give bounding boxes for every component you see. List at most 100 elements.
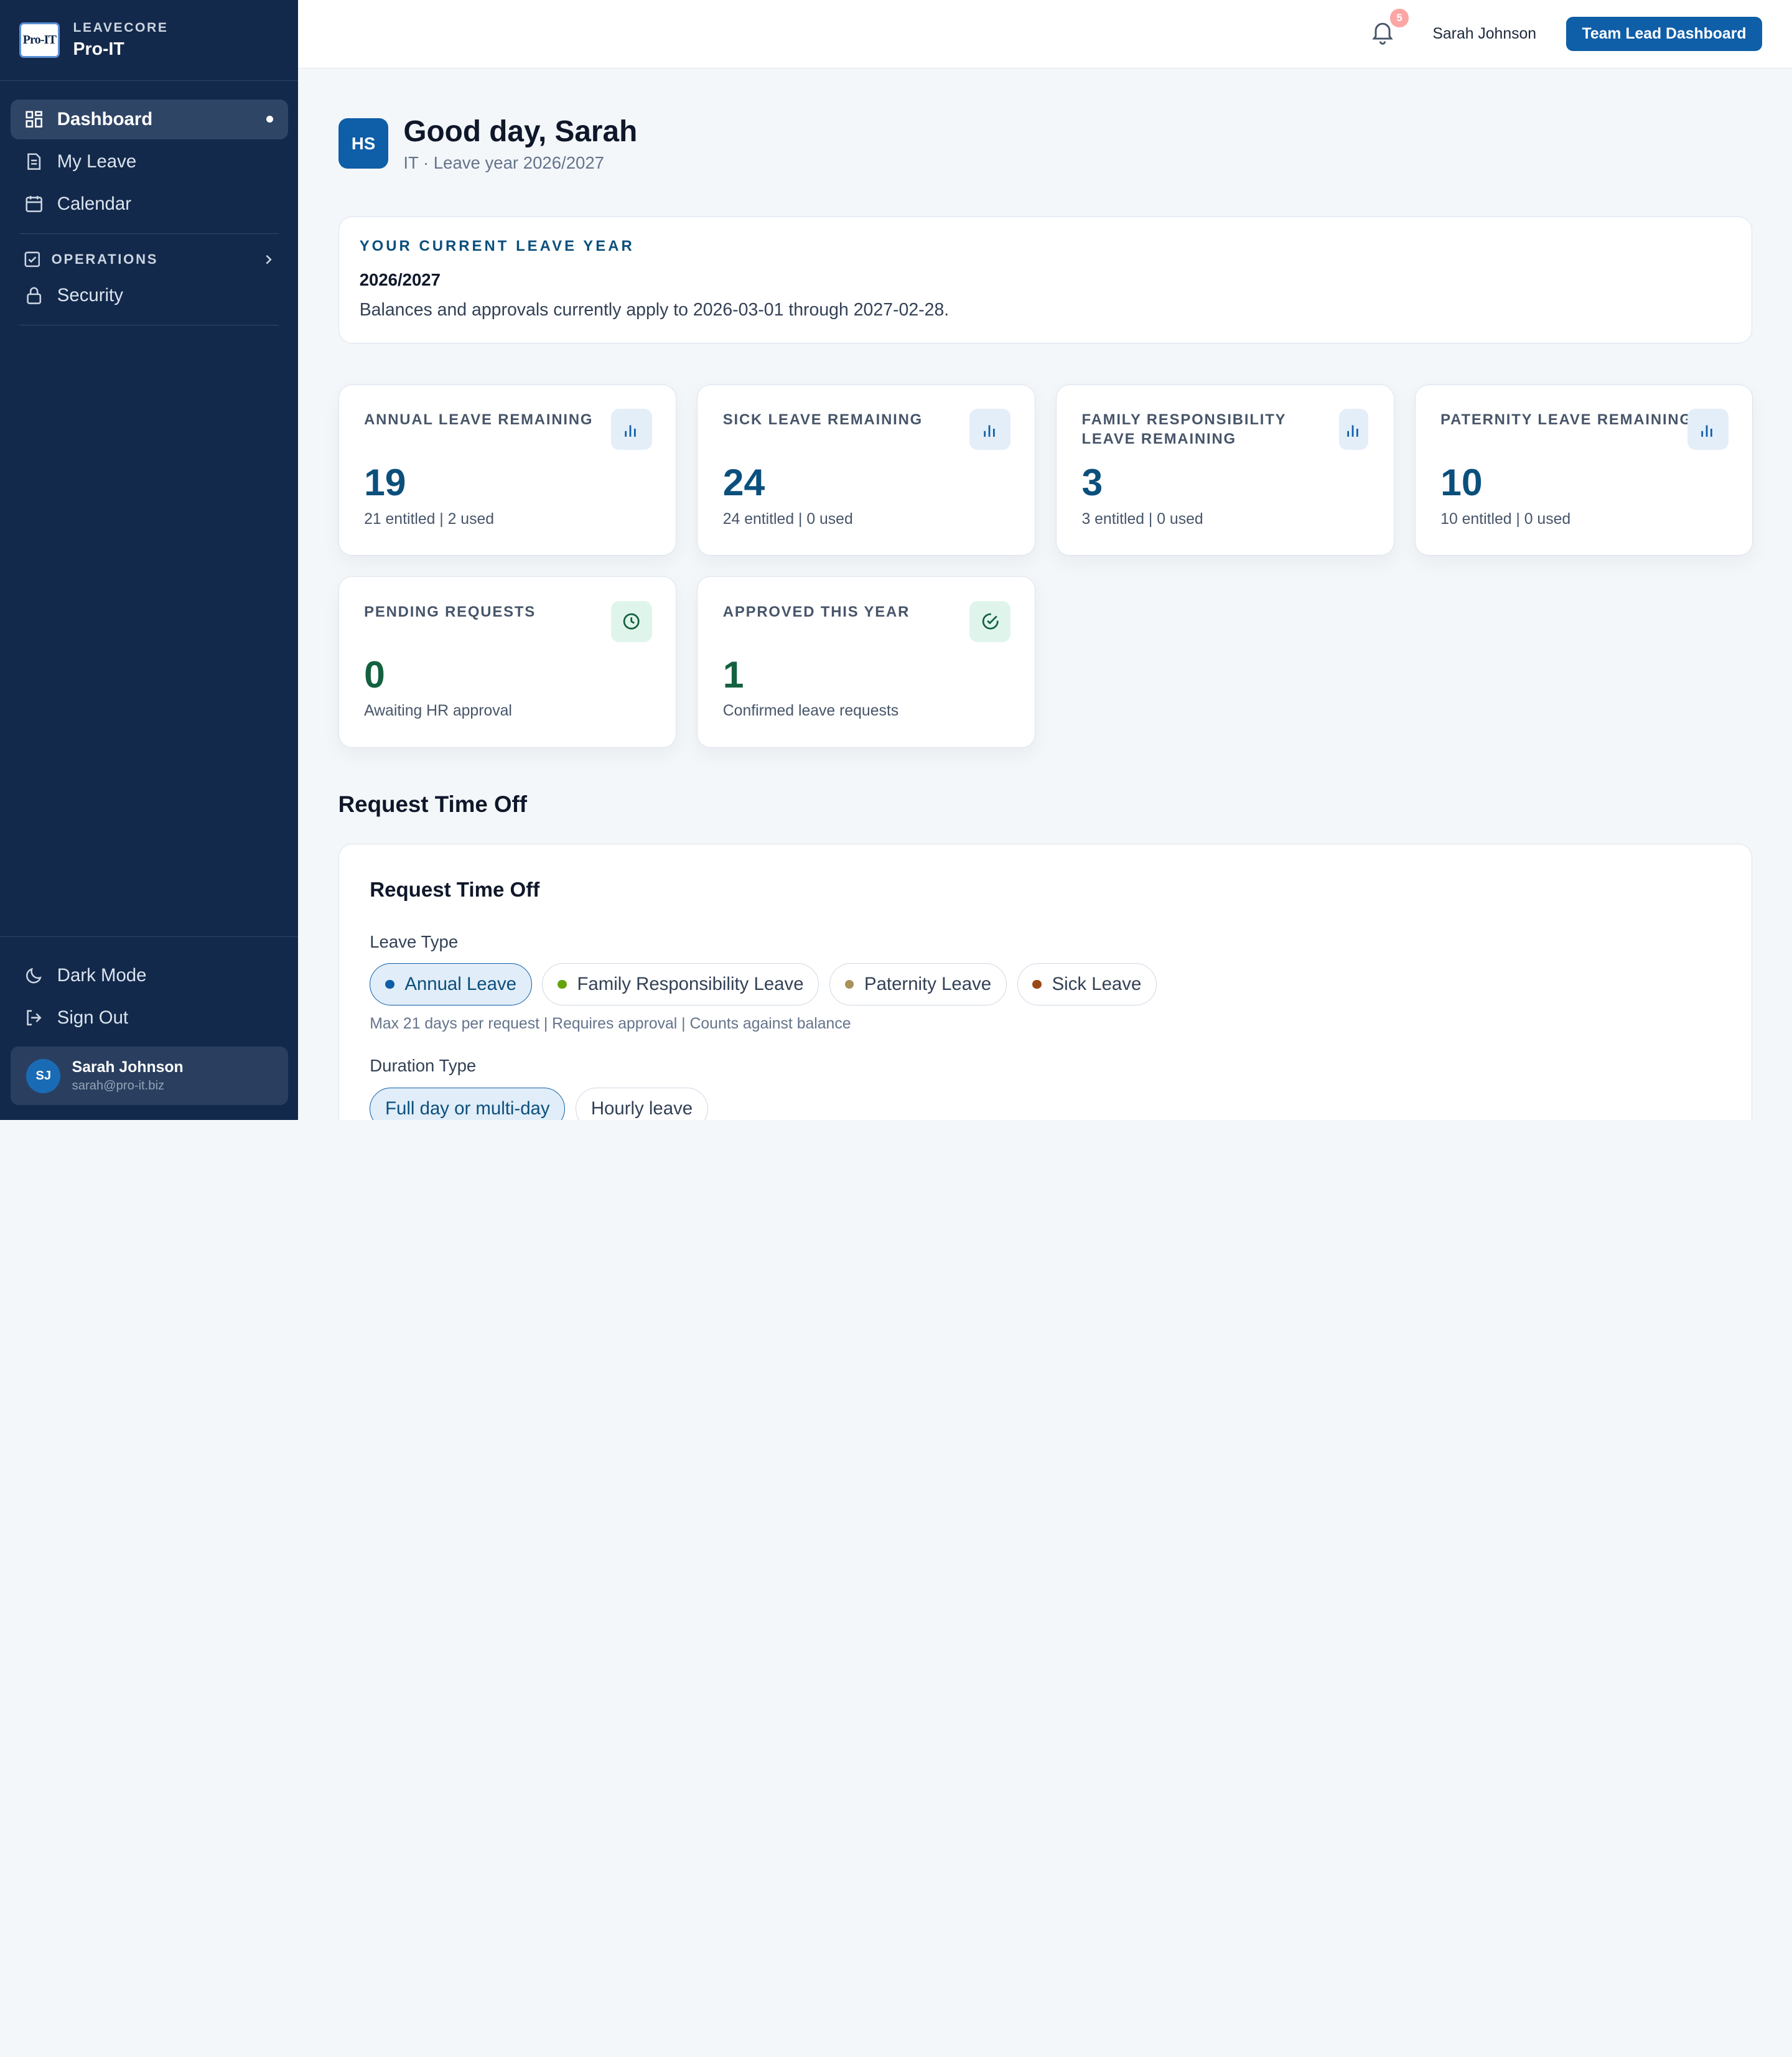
stat-value: 3 bbox=[1081, 460, 1103, 503]
sidebar-footer: Dark Mode Sign Out SJ Sarah Johnson sara… bbox=[0, 936, 299, 1120]
user-email: sarah@pro-it.biz bbox=[72, 1078, 165, 1093]
clock-icon bbox=[610, 600, 652, 642]
color-dot bbox=[558, 979, 567, 989]
page-subtitle: IT · Leave year 2026/2027 bbox=[403, 152, 604, 172]
card-title: Request Time Off bbox=[370, 878, 540, 902]
leave-type-chip-family-responsibility[interactable]: Family Responsibility Leave bbox=[542, 963, 819, 1005]
leave-type-label: Leave Type bbox=[370, 931, 459, 951]
sign-out-label: Sign Out bbox=[57, 1007, 129, 1028]
stat-value: 0 bbox=[364, 653, 385, 696]
document-icon bbox=[24, 151, 45, 172]
stat-value: 1 bbox=[722, 653, 744, 696]
sidebar-section-operations[interactable]: OPERATIONS bbox=[11, 243, 288, 275]
duration-chip-full-day[interactable]: Full day or multi-day bbox=[370, 1087, 566, 1120]
main-area: 5 Sarah Johnson Team Lead Dashboard HS G… bbox=[298, 0, 1792, 1120]
duration-type-options: Full day or multi-day Hourly leave bbox=[370, 1087, 1720, 1120]
leave-type-chip-sick[interactable]: Sick Leave bbox=[1017, 963, 1157, 1005]
chip-label: Annual Leave bbox=[404, 973, 516, 994]
brand-logo: Pro-IT bbox=[19, 22, 60, 58]
stat-card-paternity: PATERNITY LEAVE REMAINING 10 10 entitled… bbox=[1414, 384, 1753, 556]
chevron-right-icon bbox=[263, 254, 274, 265]
stat-card-family-responsibility: FAMILY RESPONSIBILITY LEAVE REMAINING 3 … bbox=[1056, 384, 1394, 556]
stat-sub: Awaiting HR approval bbox=[364, 702, 512, 720]
leave-type-options: Annual Leave Family Responsibility Leave… bbox=[370, 963, 1720, 1005]
duration-chip-hourly[interactable]: Hourly leave bbox=[575, 1087, 708, 1120]
sidebar-item-my-leave[interactable]: My Leave bbox=[11, 142, 288, 182]
color-dot bbox=[1032, 979, 1042, 989]
sidebar-item-label: Calendar bbox=[57, 193, 132, 214]
chip-label: Family Responsibility Leave bbox=[577, 973, 804, 994]
stat-value: 10 bbox=[1440, 460, 1483, 503]
user-card[interactable]: SJ Sarah Johnson sarah@pro-it.biz bbox=[10, 1047, 288, 1106]
section-title: Request Time Off bbox=[338, 791, 527, 817]
sidebar-item-label: My Leave bbox=[57, 151, 137, 172]
stat-card-sick: SICK LEAVE REMAINING 24 24 entitled | 0 … bbox=[697, 384, 1036, 556]
stat-value: 19 bbox=[364, 460, 406, 503]
stat-sub: 3 entitled | 0 used bbox=[1081, 510, 1203, 528]
stat-label: FAMILY RESPONSIBILITY LEAVE REMAINING bbox=[1081, 411, 1286, 448]
stat-sub: 21 entitled | 2 used bbox=[364, 510, 495, 528]
leave-type-chip-annual[interactable]: Annual Leave bbox=[370, 963, 532, 1005]
bar-chart-icon bbox=[1687, 409, 1729, 450]
bar-chart-icon bbox=[1338, 409, 1369, 450]
stat-card-pending: PENDING REQUESTS 0 Awaiting HR approval bbox=[338, 576, 677, 748]
check-circle-icon bbox=[969, 600, 1011, 642]
calendar-icon bbox=[24, 194, 45, 214]
stats-grid: ANNUAL LEAVE REMAINING 19 21 entitled | … bbox=[338, 384, 1753, 748]
page-content: HS Good day, Sarah IT · Leave year 2026/… bbox=[298, 68, 1792, 1120]
dashboard-grid-icon bbox=[24, 109, 45, 129]
chip-label: Sick Leave bbox=[1052, 973, 1142, 994]
sidebar: Pro-IT LEAVECORE Pro-IT Dashboard My Lea… bbox=[0, 0, 299, 1120]
brand-name: Pro-IT bbox=[73, 39, 124, 59]
stat-label: SICK LEAVE REMAINING bbox=[722, 411, 923, 429]
user-name: Sarah Johnson bbox=[72, 1058, 184, 1076]
divider bbox=[19, 324, 279, 326]
leave-year-description: Balances and approvals currently apply t… bbox=[359, 300, 950, 320]
chip-label: Hourly leave bbox=[590, 1098, 693, 1119]
sign-out-icon bbox=[24, 1007, 45, 1028]
color-dot bbox=[385, 979, 394, 989]
sidebar-item-calendar[interactable]: Calendar bbox=[11, 184, 288, 224]
sidebar-item-security[interactable]: Security bbox=[11, 276, 288, 315]
sidebar-item-dashboard[interactable]: Dashboard bbox=[10, 99, 288, 140]
notifications-button[interactable]: 5 bbox=[1366, 9, 1409, 50]
divider bbox=[19, 233, 279, 235]
bar-chart-icon bbox=[610, 409, 652, 450]
avatar: SJ bbox=[26, 1058, 61, 1093]
app-root: Pro-IT LEAVECORE Pro-IT Dashboard My Lea… bbox=[0, 0, 1792, 1120]
bar-chart-icon bbox=[969, 409, 1011, 450]
greeting: HS Good day, Sarah IT · Leave year 2026/… bbox=[338, 114, 1752, 173]
sign-out-button[interactable]: Sign Out bbox=[11, 997, 288, 1037]
top-user-name[interactable]: Sarah Johnson bbox=[1432, 25, 1537, 42]
stat-sub: Confirmed leave requests bbox=[722, 702, 899, 720]
stat-label: ANNUAL LEAVE REMAINING bbox=[364, 411, 594, 429]
dark-mode-label: Dark Mode bbox=[57, 964, 147, 986]
brand-tagline: LEAVECORE bbox=[73, 21, 169, 35]
stat-label: PENDING REQUESTS bbox=[364, 603, 536, 620]
avatar: HS bbox=[338, 118, 389, 169]
sidebar-nav: Dashboard My Leave Calendar O bbox=[0, 81, 298, 335]
request-time-off-card: Request Time Off Leave Type Annual Leave… bbox=[338, 843, 1752, 1120]
leave-year-kicker: YOUR CURRENT LEAVE YEAR bbox=[359, 237, 635, 254]
active-indicator-dot bbox=[266, 116, 273, 123]
sidebar-section-label: OPERATIONS bbox=[51, 251, 159, 267]
leave-type-chip-paternity[interactable]: Paternity Leave bbox=[829, 963, 1007, 1005]
page-title: Good day, Sarah bbox=[403, 114, 638, 148]
notification-badge: 5 bbox=[1390, 9, 1409, 27]
checkbox-icon bbox=[24, 250, 42, 268]
stat-sub: 24 entitled | 0 used bbox=[722, 510, 853, 528]
stat-card-annual: ANNUAL LEAVE REMAINING 19 21 entitled | … bbox=[338, 384, 677, 556]
stat-label: APPROVED THIS YEAR bbox=[722, 603, 910, 620]
stat-label: PATERNITY LEAVE REMAINING bbox=[1440, 411, 1692, 429]
brand[interactable]: Pro-IT LEAVECORE Pro-IT bbox=[0, 0, 299, 82]
leave-type-help: Max 21 days per request | Requires appro… bbox=[370, 1015, 851, 1033]
topbar: 5 Sarah Johnson Team Lead Dashboard bbox=[298, 0, 1792, 69]
sidebar-item-label: Security bbox=[57, 284, 123, 306]
team-lead-dashboard-button[interactable]: Team Lead Dashboard bbox=[1566, 17, 1763, 52]
bell-icon bbox=[1369, 18, 1396, 50]
dark-mode-toggle[interactable]: Dark Mode bbox=[11, 956, 288, 996]
stat-card-approved: APPROVED THIS YEAR 1 Confirmed leave req… bbox=[697, 576, 1036, 748]
duration-type-label: Duration Type bbox=[370, 1056, 477, 1076]
stat-sub: 10 entitled | 0 used bbox=[1440, 510, 1571, 528]
moon-icon bbox=[24, 965, 45, 986]
